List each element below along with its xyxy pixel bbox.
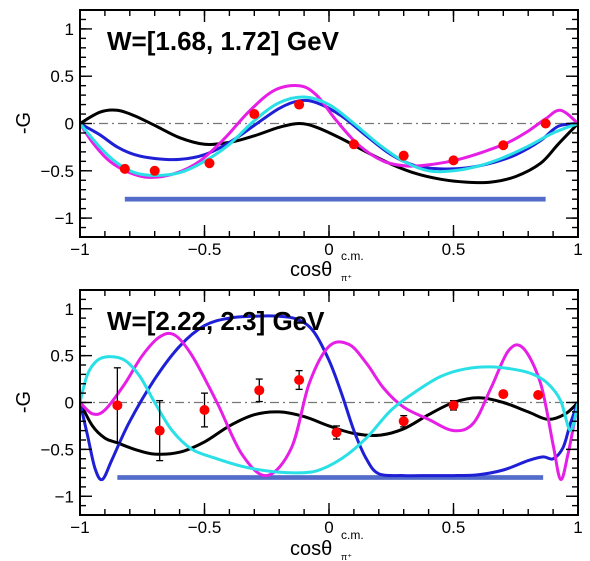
top-y-tick-label: −0.5: [40, 162, 74, 181]
bottom-y-tick-label: 0: [65, 394, 74, 413]
bottom-chart-title: W=[2.22, 2.3] GeV: [107, 306, 325, 336]
bottom-y-tick-label: −1: [55, 487, 74, 506]
top-data-points: [119, 99, 551, 176]
top-panel: -G cosθ c.m. π⁺ −1 −0.5 0 0.5 1 −1 −0.5 0 0.5 1 W=…: [13, 9, 583, 283]
top-data-point: [448, 155, 459, 166]
bottom-data-points: [112, 367, 544, 462]
top-data-point: [540, 118, 551, 129]
top-chart-title: W=[1.68, 1.72] GeV: [107, 26, 340, 56]
top-x-tick-label: −1: [70, 240, 89, 259]
bottom-x-tick-label: −1: [70, 518, 89, 537]
top-x-label-superscript: c.m.: [341, 249, 364, 263]
bottom-x-label-subscript: π⁺: [341, 552, 352, 561]
top-data-point: [119, 163, 130, 174]
bottom-curve-magenta: [80, 331, 578, 481]
bottom-panel: -G cosθ c.m. π⁺ −1 −0.5 0 0.5 1 −1 −0.5 0 0.5 1 W=…: [13, 289, 583, 561]
bottom-curve-cyan: [80, 355, 578, 475]
top-systematic-band: [124, 196, 546, 202]
bottom-data-point: [199, 405, 210, 415]
top-curve-cyan: [80, 95, 578, 177]
bottom-x-label-superscript: c.m.: [341, 528, 364, 542]
bottom-y-axis-label: -G: [13, 391, 35, 413]
top-systematic-band-rect: [124, 196, 546, 202]
top-data-point: [398, 150, 409, 161]
bottom-data-point: [331, 427, 342, 438]
top-y-tick-label: 1: [65, 20, 74, 39]
bottom-y-tick-label: 0.5: [50, 347, 74, 366]
top-y-tick-label: −1: [55, 209, 74, 228]
bottom-data-point: [498, 389, 509, 400]
top-x-label-subscript: π⁺: [341, 273, 352, 283]
bottom-curve-blue: [80, 314, 578, 482]
bottom-x-label-main: cosθ: [290, 538, 332, 560]
bottom-x-tick-label: 0: [324, 518, 333, 537]
top-data-point: [204, 158, 215, 169]
top-x-tick-label: 0.5: [442, 240, 466, 259]
bottom-y-axis: −1 −0.5 0 0.5 1: [40, 289, 578, 516]
top-y-tick-label: 0: [65, 115, 74, 134]
bottom-x-tick-label: 0.5: [442, 518, 466, 537]
bottom-data-point: [448, 400, 459, 411]
top-data-point: [498, 140, 509, 151]
bottom-data-point: [154, 425, 165, 436]
top-x-tick-label: −0.5: [188, 240, 222, 259]
bottom-x-tick-label: 1: [573, 518, 582, 537]
bottom-model-curves: [80, 314, 578, 482]
bottom-y-tick-label: −0.5: [40, 440, 74, 459]
top-curve-magenta: [80, 83, 578, 179]
bottom-systematic-band-rect: [117, 475, 544, 480]
bottom-data-point: [112, 400, 123, 411]
bottom-data-point: [533, 390, 544, 400]
top-data-point: [249, 109, 260, 120]
bottom-x-axis-label: cosθ c.m. π⁺: [290, 528, 364, 561]
top-data-point: [149, 165, 160, 176]
top-x-tick-label: 0: [324, 240, 333, 259]
top-x-axis: −1 −0.5 0 0.5 1: [70, 10, 583, 259]
top-x-axis-label: cosθ c.m. π⁺: [290, 249, 364, 283]
bottom-x-axis: −1 −0.5 0 0.5 1: [70, 290, 583, 537]
bottom-data-point: [254, 385, 265, 396]
top-y-axis: −1 −0.5 0 0.5 1: [40, 9, 578, 238]
top-data-point: [348, 139, 359, 150]
top-x-label-main: cosθ: [290, 259, 332, 281]
bottom-y-tick-label: 1: [65, 300, 74, 319]
bottom-data-point: [398, 416, 409, 427]
top-model-curves: [80, 83, 578, 185]
top-curve-black: [80, 108, 578, 185]
top-data-point: [294, 99, 305, 110]
bottom-x-tick-label: −0.5: [188, 518, 222, 537]
top-y-tick-label: 0.5: [50, 67, 74, 86]
bottom-systematic-band: [117, 475, 544, 480]
top-y-axis-label: -G: [13, 112, 35, 134]
bottom-data-point: [294, 375, 305, 385]
top-x-tick-label: 1: [573, 240, 582, 259]
bottom-curve-black: [80, 396, 578, 456]
